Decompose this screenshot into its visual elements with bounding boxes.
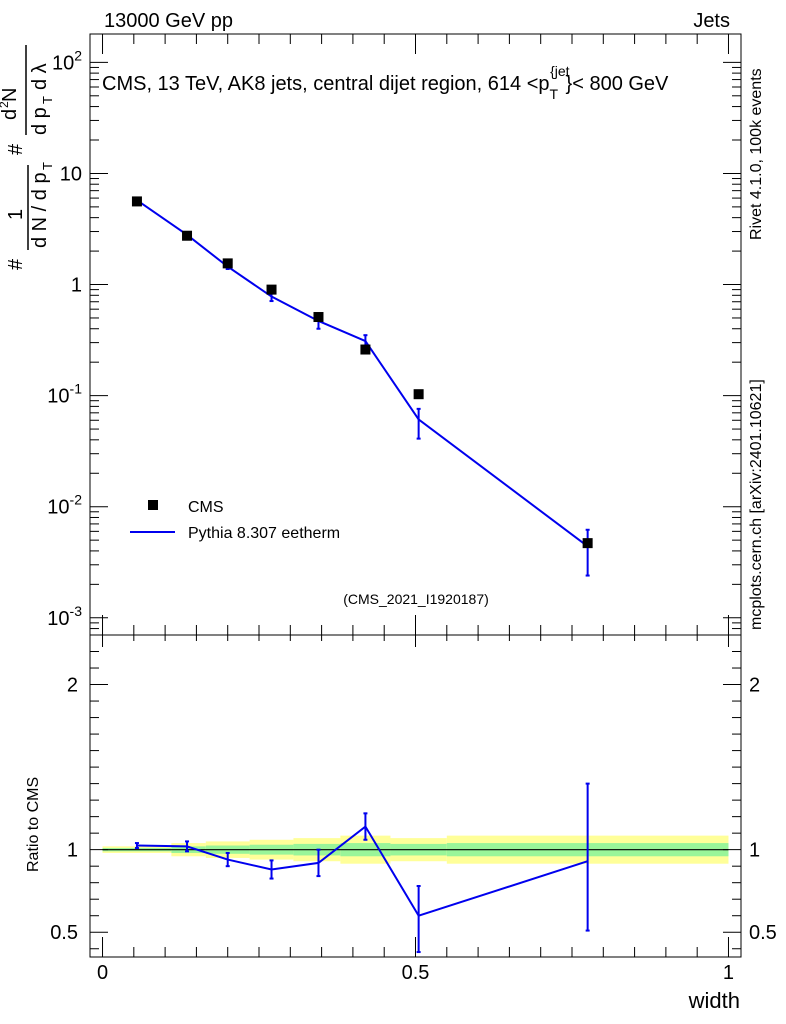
ylabel-hash-2: # bbox=[5, 143, 27, 155]
main-series bbox=[131, 196, 593, 577]
ylabel-dlambda: d λ bbox=[29, 63, 51, 90]
main-y-tick-label-base: 10 bbox=[47, 497, 69, 519]
main-y-tick-label-base: 10 bbox=[52, 52, 74, 74]
ylabel-one: 1 bbox=[5, 209, 27, 220]
ratio-y-axis-label: Ratio to CMS bbox=[25, 777, 42, 872]
main-y-tick-label-exp: -1 bbox=[70, 381, 83, 397]
energy-label: 13000 GeV pp bbox=[104, 10, 233, 32]
ratio-panel: 0.5 0.51 12 2 0 0.5 1 Ratio to CMS width bbox=[25, 634, 777, 1013]
main-y-tick-label: 10 bbox=[60, 163, 82, 185]
ratio-y-tick-label-right: 1 bbox=[749, 840, 760, 862]
x-axis-label: width bbox=[688, 988, 740, 1013]
ratio-y-tick-label-left: 0.5 bbox=[50, 922, 78, 944]
ylabel-t-sub-2: T bbox=[40, 96, 55, 104]
legend-label-cms: CMS bbox=[188, 499, 224, 516]
legend-marker-cms bbox=[148, 500, 158, 510]
ratio-y-tick-label-left: 1 bbox=[67, 840, 78, 862]
legend: CMS Pythia 8.307 eetherm bbox=[130, 499, 340, 542]
ratio-x-axis: 0 0.5 1 bbox=[97, 635, 734, 984]
ratio-x-tick-label: 1 bbox=[723, 962, 734, 984]
cms-data-point bbox=[360, 344, 371, 355]
title-suffix: }< 800 GeV bbox=[566, 73, 670, 95]
cms-data-point bbox=[313, 312, 324, 323]
ylabel-dpt-dl: d p bbox=[29, 107, 51, 135]
main-frame bbox=[89, 33, 742, 636]
main-title: CMS, 13 TeV, AK8 jets, central dijet reg… bbox=[102, 63, 669, 102]
main-y-tick-label-exp: -3 bbox=[70, 603, 83, 619]
ylabel-d2n: d bbox=[0, 109, 21, 120]
main-y-tick-label: 10-1 bbox=[47, 381, 82, 408]
title-sup: {jet bbox=[550, 63, 570, 79]
ylabel-dn-dpt: d N / d p bbox=[29, 172, 51, 248]
ylabel-sup-2: 2 bbox=[0, 101, 11, 108]
watermark-label: (CMS_2021_I1920187) bbox=[343, 591, 489, 607]
cms-data-point bbox=[182, 230, 193, 241]
process-label: Jets bbox=[693, 10, 730, 32]
pythia-line bbox=[136, 199, 589, 548]
cms-data-point bbox=[222, 258, 233, 269]
main-x-ticks bbox=[102, 34, 729, 635]
cms-data-point bbox=[266, 284, 277, 295]
main-y-tick-label: 102 bbox=[52, 47, 82, 74]
side-label-version: Rivet 4.1.0, 100k events bbox=[748, 68, 765, 240]
ratio-pythia-line bbox=[136, 825, 588, 917]
ratio-y-tick-label-left: 2 bbox=[67, 675, 78, 697]
side-label-site: mcplots.cern.ch [arXiv:2401.10621] bbox=[748, 379, 765, 630]
ratio-y-tick-label-right: 0.5 bbox=[749, 922, 777, 944]
main-y-tick-label: 10-3 bbox=[47, 603, 82, 630]
cms-data-point bbox=[582, 538, 593, 549]
ylabel-n: N bbox=[0, 88, 21, 102]
ratio-y-tick-label-right: 2 bbox=[749, 675, 760, 697]
main-y-tick-label-exp: -2 bbox=[70, 492, 83, 508]
legend-label-pythia: Pythia 8.307 eetherm bbox=[188, 525, 340, 542]
title-sub: T bbox=[550, 86, 559, 102]
ratio-x-tick-label: 0 bbox=[97, 962, 108, 984]
ratio-series bbox=[134, 782, 590, 954]
main-y-tick-label-base: 10 bbox=[47, 608, 69, 630]
ylabel-hash-1: # bbox=[5, 258, 27, 270]
main-y-tick-label-exp: 2 bbox=[74, 47, 82, 63]
main-y-tick-label: 10-2 bbox=[47, 492, 82, 519]
ratio-x-tick-label: 0.5 bbox=[402, 962, 430, 984]
title-prefix: CMS, 13 TeV, AK8 jets, central dijet reg… bbox=[102, 73, 550, 95]
ylabel-t-sub: T bbox=[40, 162, 55, 170]
cms-data-point bbox=[413, 389, 424, 400]
main-y-axis-label: # 1 d N / d p T # d 2 N d p T d λ bbox=[0, 45, 55, 270]
main-y-tick-label-base: 10 bbox=[47, 386, 69, 408]
cms-data-point bbox=[131, 196, 142, 207]
main-y-tick-label: 1 bbox=[71, 275, 82, 297]
ratio-y-axis: 0.5 0.5 1 1 2 2 bbox=[50, 651, 777, 950]
